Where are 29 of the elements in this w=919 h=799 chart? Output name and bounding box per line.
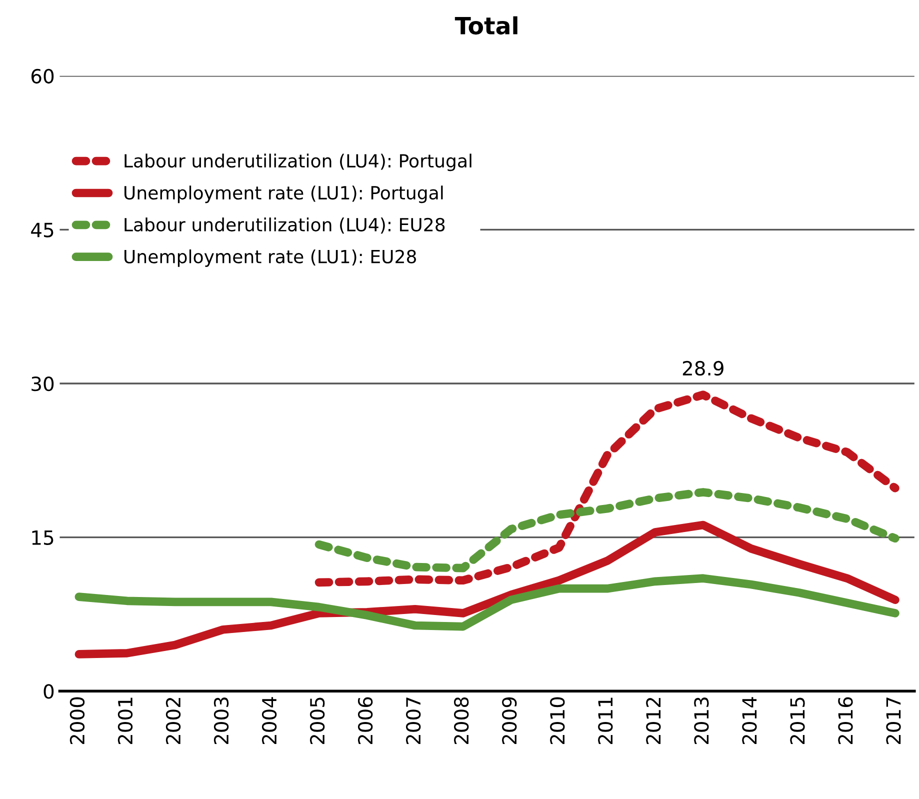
- legend-label: Labour underutilization (LU4): Portugal: [124, 154, 472, 172]
- x-tick-label: 2005: [310, 698, 325, 744]
- x-tick-label: 2003: [214, 698, 229, 744]
- x-tick-label: 2011: [598, 698, 613, 744]
- x-tick-label: 2001: [118, 698, 133, 744]
- x-tick-label: 2009: [502, 697, 517, 744]
- y-tick-label: 15: [32, 530, 54, 545]
- x-tick-label: 2004: [262, 697, 277, 744]
- y-tick-label: 30: [32, 376, 54, 392]
- y-tick-label: 0: [44, 684, 54, 699]
- x-tick-label: 2014: [742, 697, 757, 744]
- x-tick-label: 2017: [886, 698, 901, 744]
- x-tick-label: 2010: [550, 697, 565, 744]
- y-tick-label: 60: [31, 68, 54, 84]
- x-tick-label: 2016: [838, 697, 853, 744]
- y-tick-label: 45: [31, 222, 54, 238]
- x-tick-label: 2012: [646, 698, 661, 744]
- x-tick-label: 2002: [166, 698, 181, 744]
- chart-title: Total: [454, 16, 518, 35]
- x-tick-label: 2000: [70, 697, 85, 744]
- x-tick-label: 2013: [694, 698, 709, 744]
- annotation: 28.9: [682, 360, 724, 376]
- legend-label: Labour underutilization (LU4): EU28: [124, 218, 445, 234]
- legend-label: Unemployment rate (LU1): EU28: [124, 249, 416, 267]
- x-tick-label: 2008: [454, 697, 469, 744]
- legend-label: Unemployment rate (LU1): Portugal: [124, 186, 443, 204]
- x-tick-label: 2015: [790, 698, 805, 744]
- x-tick-label: 2006: [358, 697, 373, 744]
- x-tick-label: 2007: [406, 698, 421, 744]
